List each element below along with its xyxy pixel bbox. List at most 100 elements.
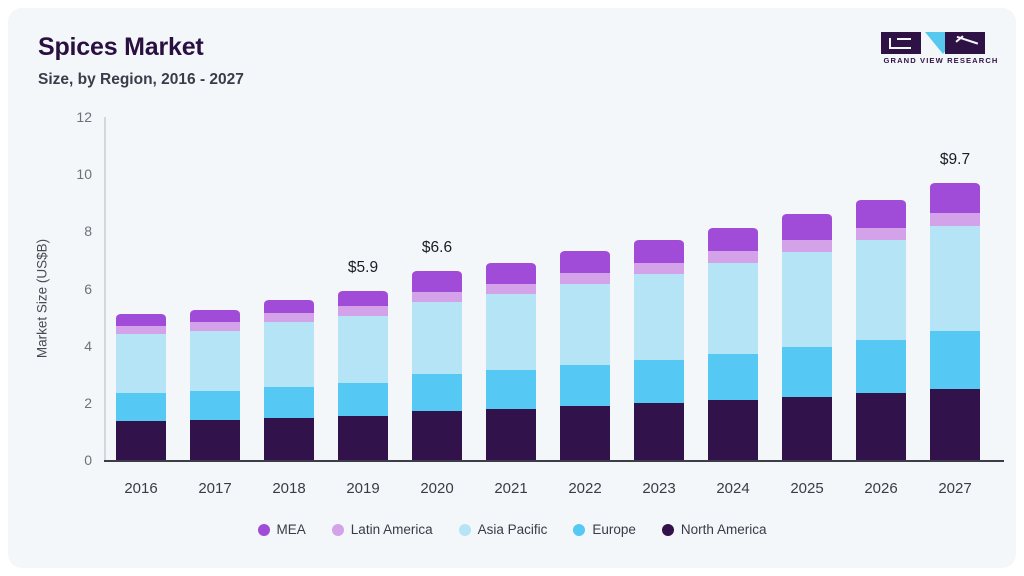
bar-segment-latin-america[interactable] — [634, 262, 684, 275]
bar-segment-latin-america[interactable] — [856, 226, 906, 240]
y-axis-tick-12: 12 — [76, 109, 92, 125]
bar-segment-latin-america[interactable] — [412, 291, 462, 303]
bar-2019[interactable] — [338, 290, 388, 460]
legend-swatch-icon — [661, 523, 674, 536]
bar-segment-asia-pacific[interactable] — [782, 250, 832, 348]
bar-segment-europe[interactable] — [560, 364, 610, 406]
bar-segment-north-america[interactable] — [782, 397, 832, 460]
page-title: Spices Market — [38, 33, 204, 61]
x-axis-tick-2019: 2019 — [346, 480, 380, 497]
legend-swatch-icon — [257, 523, 270, 536]
bar-segment-mea[interactable] — [560, 250, 610, 274]
bar-segment-north-america[interactable] — [264, 417, 314, 460]
bar-segment-north-america[interactable] — [930, 388, 980, 460]
bar-segment-mea[interactable] — [708, 227, 758, 252]
bar-segment-europe[interactable] — [190, 389, 240, 420]
legend-item-europe[interactable]: Europe — [573, 522, 636, 537]
bar-segment-latin-america[interactable] — [560, 272, 610, 284]
bar-2022[interactable] — [560, 250, 610, 460]
bar-segment-europe[interactable] — [708, 352, 758, 400]
bar-segment-mea[interactable] — [486, 261, 536, 285]
bar-segment-asia-pacific[interactable] — [856, 238, 906, 340]
bar-segment-mea[interactable] — [634, 238, 684, 264]
x-axis-tick-2025: 2025 — [790, 480, 824, 497]
bar-2023[interactable] — [634, 238, 684, 460]
bar-segment-asia-pacific[interactable] — [486, 293, 536, 370]
bar-segment-europe[interactable] — [116, 391, 166, 422]
bar-segment-north-america[interactable] — [560, 405, 610, 460]
bar-2017[interactable] — [190, 308, 240, 460]
value-label-2027: $9.7 — [939, 150, 971, 168]
bar-segment-latin-america[interactable] — [782, 238, 832, 252]
bar-segment-europe[interactable] — [930, 330, 980, 389]
bar-segment-north-america[interactable] — [708, 399, 758, 460]
bar-segment-mea[interactable] — [190, 308, 240, 322]
x-axis-tick-2026: 2026 — [864, 480, 898, 497]
bar-segment-latin-america[interactable] — [338, 305, 388, 316]
bar-segment-mea[interactable] — [930, 181, 980, 213]
bar-segment-europe[interactable] — [338, 381, 388, 417]
bar-segment-latin-america[interactable] — [264, 312, 314, 323]
bar-chart-plot: Market Size (US$B) 0 2 4 6 8 10 12 2016 2017 201… — [8, 8, 1016, 568]
bar-2026[interactable] — [856, 198, 906, 460]
bar-segment-asia-pacific[interactable] — [412, 301, 462, 374]
bar-segment-asia-pacific[interactable] — [264, 321, 314, 387]
bar-2024[interactable] — [708, 227, 758, 460]
logo-g-mark-icon — [889, 38, 911, 49]
bar-segment-north-america[interactable] — [190, 419, 240, 460]
y-axis-tick-0: 0 — [84, 452, 92, 468]
bar-2021[interactable] — [486, 261, 536, 460]
bar-segment-north-america[interactable] — [486, 408, 536, 460]
bar-segment-asia-pacific[interactable] — [930, 224, 980, 332]
bar-segment-asia-pacific[interactable] — [116, 333, 166, 393]
bar-segment-europe[interactable] — [264, 385, 314, 418]
bar-2016[interactable] — [116, 313, 166, 460]
bar-segment-europe[interactable] — [782, 346, 832, 398]
bar-segment-latin-america[interactable] — [190, 320, 240, 331]
legend-item-north-america[interactable]: North America — [661, 522, 766, 537]
legend-item-label: Europe — [592, 522, 636, 537]
legend-item-asia-pacific[interactable]: Asia Pacific — [458, 522, 548, 537]
bar-segment-mea[interactable] — [338, 290, 388, 307]
bar-segment-asia-pacific[interactable] — [634, 273, 684, 360]
logo-g-bar-icon — [897, 38, 911, 40]
value-label-2019: $5.9 — [347, 259, 379, 277]
x-axis-tick-2027: 2027 — [938, 480, 972, 497]
bar-segment-latin-america[interactable] — [486, 283, 536, 295]
bar-segment-asia-pacific[interactable] — [560, 282, 610, 366]
bar-segment-mea[interactable] — [116, 313, 166, 326]
bar-segment-latin-america[interactable] — [930, 211, 980, 226]
bar-2020[interactable] — [412, 270, 462, 460]
bar-segment-north-america[interactable] — [412, 410, 462, 460]
bar-2018[interactable] — [264, 298, 314, 460]
bar-segment-europe[interactable] — [486, 368, 536, 409]
legend-item-label: MEA — [276, 522, 306, 537]
bar-segment-mea[interactable] — [856, 198, 906, 228]
legend-swatch-icon — [573, 523, 586, 536]
bar-segment-north-america[interactable] — [338, 416, 388, 460]
bar-segment-europe[interactable] — [634, 358, 684, 403]
x-axis-tick-2023: 2023 — [642, 480, 676, 497]
bar-segment-europe[interactable] — [412, 372, 462, 411]
bar-segment-asia-pacific[interactable] — [190, 329, 240, 391]
bar-segment-europe[interactable] — [856, 338, 906, 393]
bar-segment-north-america[interactable] — [856, 392, 906, 460]
bar-segment-north-america[interactable] — [634, 402, 684, 460]
bar-segment-asia-pacific[interactable] — [338, 314, 388, 383]
x-axis-tick-2020: 2020 — [420, 480, 454, 497]
legend-item-latin-america[interactable]: Latin America — [331, 522, 433, 537]
bar-segment-mea[interactable] — [264, 298, 314, 314]
bar-segment-mea[interactable] — [412, 270, 462, 293]
bar-2025[interactable] — [782, 213, 832, 460]
x-axis-tick-2024: 2024 — [716, 480, 750, 497]
bar-segment-latin-america[interactable] — [708, 250, 758, 263]
bar-segment-asia-pacific[interactable] — [708, 261, 758, 354]
legend-item-mea[interactable]: MEA — [257, 522, 306, 537]
bar-2027[interactable] — [930, 181, 980, 460]
bar-segment-latin-america[interactable] — [116, 324, 166, 335]
legend-item-label: Asia Pacific — [477, 522, 548, 537]
legend-item-label: Latin America — [350, 522, 433, 537]
bar-segment-north-america[interactable] — [116, 421, 166, 460]
bar-segment-mea[interactable] — [782, 213, 832, 240]
y-axis-tick-10: 10 — [76, 166, 92, 183]
